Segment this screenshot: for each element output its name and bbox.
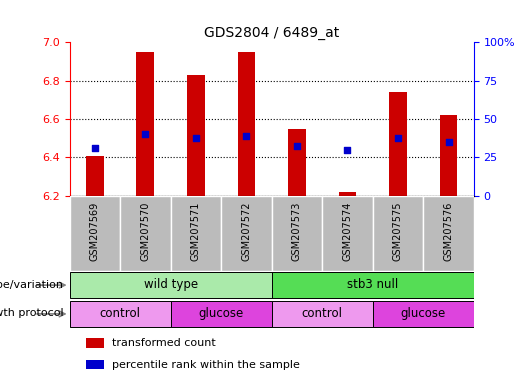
Text: GSM207570: GSM207570 bbox=[140, 202, 150, 261]
Text: GSM207571: GSM207571 bbox=[191, 202, 201, 261]
Bar bbox=[170, 301, 272, 327]
Bar bbox=[170, 196, 221, 271]
Text: GSM207576: GSM207576 bbox=[443, 202, 454, 261]
Bar bbox=[70, 196, 120, 271]
Bar bbox=[423, 196, 474, 271]
Text: glucose: glucose bbox=[198, 307, 244, 320]
Bar bbox=[70, 272, 272, 298]
Bar bbox=[272, 301, 373, 327]
Text: GSM207574: GSM207574 bbox=[342, 202, 352, 261]
Bar bbox=[187, 75, 204, 196]
Bar bbox=[440, 115, 457, 196]
Bar bbox=[136, 52, 154, 196]
Text: percentile rank within the sample: percentile rank within the sample bbox=[112, 359, 300, 370]
Text: stb3 null: stb3 null bbox=[347, 278, 399, 291]
Text: control: control bbox=[99, 307, 141, 320]
Bar bbox=[288, 129, 306, 196]
Text: wild type: wild type bbox=[144, 278, 198, 291]
Text: transformed count: transformed count bbox=[112, 338, 216, 348]
Bar bbox=[70, 301, 170, 327]
Bar bbox=[85, 338, 104, 348]
Point bbox=[394, 135, 402, 141]
Bar bbox=[86, 156, 104, 196]
Bar bbox=[373, 196, 423, 271]
Point bbox=[192, 135, 200, 141]
Text: growth protocol: growth protocol bbox=[0, 308, 67, 318]
Text: glucose: glucose bbox=[401, 307, 446, 320]
Text: GSM207575: GSM207575 bbox=[393, 202, 403, 262]
Point bbox=[344, 147, 352, 153]
Point bbox=[91, 145, 99, 151]
Bar bbox=[322, 196, 373, 271]
Text: GSM207572: GSM207572 bbox=[242, 202, 251, 262]
Text: genotype/variation: genotype/variation bbox=[0, 280, 67, 290]
Point bbox=[242, 133, 250, 139]
Bar bbox=[389, 92, 407, 196]
Bar bbox=[120, 196, 170, 271]
Point bbox=[444, 139, 453, 145]
Title: GDS2804 / 6489_at: GDS2804 / 6489_at bbox=[204, 26, 339, 40]
Text: control: control bbox=[302, 307, 342, 320]
Text: GSM207573: GSM207573 bbox=[292, 202, 302, 261]
Bar bbox=[237, 52, 255, 196]
Bar bbox=[272, 196, 322, 271]
Bar bbox=[272, 272, 474, 298]
Point bbox=[141, 131, 149, 137]
Bar bbox=[221, 196, 272, 271]
Bar bbox=[85, 360, 104, 369]
Bar bbox=[339, 192, 356, 196]
Point bbox=[293, 143, 301, 149]
Text: GSM207569: GSM207569 bbox=[90, 202, 100, 261]
Bar bbox=[373, 301, 474, 327]
